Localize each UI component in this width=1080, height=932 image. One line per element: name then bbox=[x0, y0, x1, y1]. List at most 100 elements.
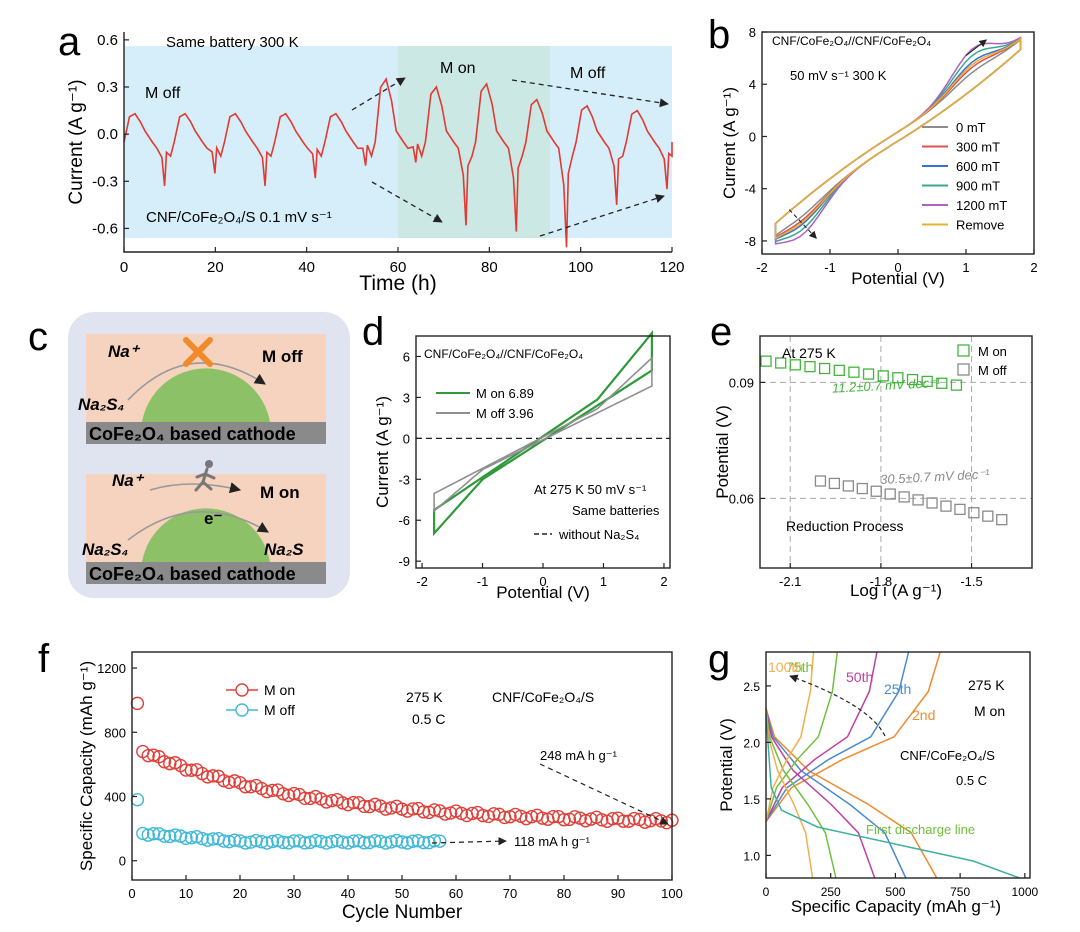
state-label-top: M off bbox=[262, 347, 303, 366]
data-point bbox=[395, 835, 409, 849]
y-tick-label: 0 bbox=[403, 431, 410, 446]
data-point bbox=[244, 835, 258, 849]
particle-top bbox=[142, 368, 270, 422]
data-point bbox=[200, 770, 215, 784]
note-field: M on bbox=[974, 703, 1005, 719]
x-tick-label: 50 bbox=[395, 886, 409, 901]
annotation-electrode: CNF/CoFe₂O₄//CNF/CoFe₂O₄ bbox=[772, 34, 931, 48]
data-point bbox=[346, 834, 361, 848]
data-point bbox=[276, 835, 290, 850]
x-tick-label: 40 bbox=[341, 886, 355, 901]
legend-label: M off 3.96 bbox=[476, 406, 534, 421]
discharge-curve-0 bbox=[765, 708, 938, 879]
note-temperature: 275 K bbox=[968, 677, 1005, 693]
reaction-arrow-top bbox=[127, 362, 266, 401]
data-point bbox=[179, 831, 193, 846]
arrow-m-on bbox=[539, 763, 669, 825]
end-label-m-off: 118 mA h g⁻¹ bbox=[514, 834, 591, 849]
runner-icon bbox=[194, 460, 216, 492]
data-point bbox=[357, 836, 371, 850]
legend-label: M on 6.89 bbox=[476, 386, 534, 401]
y-axis-label: Current (A g⁻¹) bbox=[373, 396, 392, 508]
x-axis-label: Potential (V) bbox=[496, 583, 590, 602]
data-point bbox=[227, 774, 242, 788]
data-point bbox=[870, 485, 882, 497]
data-point bbox=[254, 835, 269, 849]
y-tick-label: 1200 bbox=[97, 661, 126, 676]
cv-curve-5 bbox=[774, 37, 1022, 240]
x-tick-label: 0 bbox=[120, 259, 128, 276]
y-tick-label: 0.3 bbox=[97, 79, 118, 96]
cycle-label: 50th bbox=[846, 669, 873, 685]
cathode-bar-top bbox=[86, 422, 326, 444]
arrow-m-off bbox=[431, 837, 507, 846]
data-point bbox=[244, 780, 258, 794]
panel-letter-e: e bbox=[710, 310, 732, 354]
data-point bbox=[292, 834, 307, 848]
x-tick-label: 1 bbox=[600, 574, 607, 589]
x-tick-label: -2 bbox=[416, 574, 428, 589]
x-tick-label: 1 bbox=[962, 260, 969, 275]
data-point bbox=[416, 835, 431, 850]
x-tick-label: 100 bbox=[661, 886, 683, 901]
y-tick-label: -3 bbox=[398, 472, 410, 487]
y-axis-label: Current (A g⁻¹) bbox=[720, 87, 739, 199]
data-point bbox=[427, 834, 442, 848]
data-point bbox=[163, 829, 177, 844]
data-point bbox=[906, 373, 919, 386]
data-point bbox=[362, 835, 377, 850]
annotation-conditions: 50 mV s⁻¹ 300 K bbox=[790, 68, 887, 83]
note-temperature: At 275 K bbox=[782, 345, 836, 361]
data-point bbox=[265, 834, 280, 849]
y-tick-label: 2.5 bbox=[743, 680, 760, 694]
data-point bbox=[842, 480, 854, 492]
x-tick-label: 80 bbox=[481, 259, 498, 276]
axis-frame bbox=[123, 32, 672, 253]
data-point bbox=[926, 497, 938, 509]
data-point bbox=[357, 799, 371, 814]
cathode-label-top: CoFe₂O₄ based cathode bbox=[89, 424, 296, 444]
y-tick-label: 0.06 bbox=[729, 491, 754, 506]
product-label-bottom: Na₂S bbox=[264, 540, 304, 559]
x-tick-label: 80 bbox=[557, 886, 571, 901]
y-tick-label: 8 bbox=[749, 25, 756, 40]
annotation-electrode: CNF/CoFe₂O₄//CNF/CoFe₂O₄ bbox=[424, 347, 583, 361]
data-point bbox=[936, 377, 948, 389]
data-point bbox=[775, 357, 787, 369]
cv-curve-1 bbox=[433, 356, 653, 513]
data-point bbox=[141, 748, 155, 763]
particle-bottom bbox=[142, 508, 270, 562]
y-tick-label: 4 bbox=[749, 77, 756, 92]
legend-label: 0 mT bbox=[956, 120, 986, 135]
data-point bbox=[433, 834, 447, 848]
data-point bbox=[341, 836, 355, 850]
region-m-off-2 bbox=[550, 46, 672, 238]
panel-letter-g: g bbox=[708, 637, 730, 681]
data-point bbox=[912, 494, 924, 506]
x-tick-label: 1000 bbox=[1011, 885, 1038, 899]
data-point bbox=[141, 828, 155, 842]
data-point bbox=[595, 813, 609, 827]
legend-swatch bbox=[957, 363, 970, 376]
charge-curve-1 bbox=[765, 651, 910, 822]
data-point bbox=[303, 835, 317, 850]
data-point bbox=[892, 372, 904, 384]
x-tick-label: 120 bbox=[659, 259, 684, 276]
x-tick-label: 2 bbox=[660, 574, 667, 589]
x-tick-label: -1.5 bbox=[960, 574, 982, 589]
trend-arrow bbox=[789, 674, 886, 737]
data-point bbox=[271, 833, 285, 848]
data-point bbox=[856, 482, 868, 495]
data-point bbox=[814, 475, 827, 487]
x-tick-label: 70 bbox=[503, 886, 517, 901]
first-discharge-label: First discharge line bbox=[866, 822, 975, 837]
data-point bbox=[238, 780, 253, 794]
charge-curve-3 bbox=[765, 651, 839, 822]
x-tick-label: 90 bbox=[611, 886, 625, 901]
x-tick-label: 20 bbox=[233, 886, 247, 901]
discharge-curve-1 bbox=[765, 708, 907, 879]
x-tick-label: -1.8 bbox=[870, 574, 892, 589]
panel-letter-d: d bbox=[362, 310, 384, 354]
x-tick-label: 750 bbox=[950, 885, 970, 899]
x-tick-label: -1 bbox=[477, 574, 489, 589]
